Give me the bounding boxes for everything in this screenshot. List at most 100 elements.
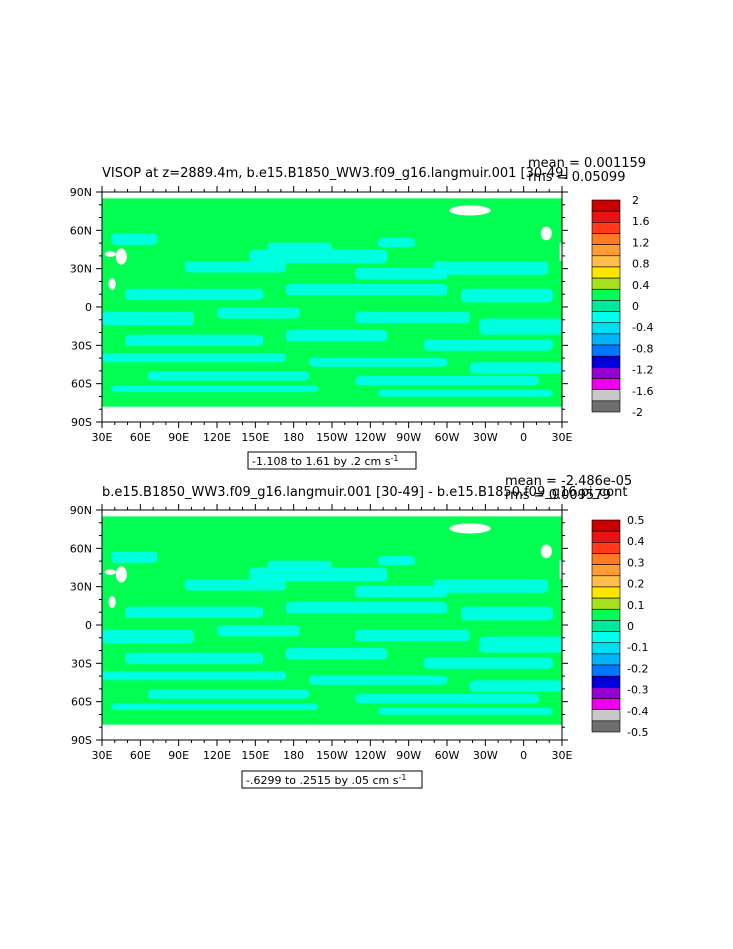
y-tick-label: 0: [85, 619, 92, 632]
negative-anomaly-patch: [102, 629, 194, 644]
negative-anomaly-patch: [217, 307, 300, 319]
x-tick-label: 180: [283, 749, 304, 762]
negative-anomaly-patch: [125, 652, 263, 665]
colorbar-label: 1.6: [632, 215, 650, 228]
colorbar-label: 0.1: [627, 599, 645, 612]
land-gap: [540, 226, 552, 241]
negative-anomaly-patch: [355, 376, 539, 386]
x-tick-label: 0: [520, 749, 527, 762]
colorbar-label: 0.5: [627, 514, 645, 527]
greenland-gap: [449, 205, 491, 216]
colorbar-swatch: [591, 322, 621, 335]
negative-anomaly-patch: [355, 694, 539, 704]
colorbar-swatch: [591, 664, 621, 677]
colorbar-label: 0.4: [632, 279, 650, 292]
negative-anomaly-patch: [424, 339, 553, 351]
land-gap: [115, 248, 127, 265]
colorbar-swatch: [591, 620, 621, 632]
colorbar-swatch: [591, 400, 621, 413]
colorbar-label: -1.6: [632, 385, 653, 398]
axis-ticks: 30E 60E 90E 120E 150E 180 150W 120W 90W 60W 30W 0 30…: [70, 186, 573, 444]
negative-anomaly-patch: [286, 284, 447, 296]
colorbar-swatch: [591, 586, 621, 599]
colorbar-swatch: [591, 642, 621, 655]
x-tick-label: 30E: [552, 749, 573, 762]
colorbar-swatch: [591, 288, 621, 301]
y-tick-label: 60S: [71, 378, 92, 391]
y-tick-label: 30S: [71, 339, 92, 352]
negative-anomaly-patch: [286, 648, 388, 660]
mean-label: mean = 0.001159: [528, 156, 646, 171]
land-gap: [540, 544, 552, 559]
y-tick-label: 0: [85, 301, 92, 314]
colorbar-swatch: [591, 542, 621, 554]
y-tick-label: 30N: [70, 581, 92, 594]
negative-anomaly-patch: [378, 389, 553, 397]
y-tick-label: 90N: [70, 504, 92, 517]
colorbar-swatch: [591, 519, 621, 532]
negative-anomaly-patch: [433, 579, 549, 593]
colorbar-swatch: [591, 333, 621, 346]
colorbar-label: 0.8: [632, 258, 650, 271]
negative-anomaly-patch: [355, 311, 470, 324]
x-tick-label: 90E: [168, 749, 189, 762]
y-tick-label: 30N: [70, 263, 92, 276]
land-gap: [108, 596, 116, 608]
x-tick-label: 60E: [130, 431, 151, 444]
land-gap: [559, 560, 562, 579]
panel-title: VISOP at z=2889.4m, b.e15.B1850_WW3.f09_…: [102, 166, 568, 181]
negative-anomaly-patch: [424, 657, 553, 669]
colorbar-swatch: [591, 367, 621, 379]
colorbar-swatch: [591, 698, 621, 710]
negative-anomaly-patch: [249, 249, 388, 264]
colorbar-swatch: [591, 199, 621, 212]
x-tick-label: 90W: [396, 749, 421, 762]
rms-label: rms = 0.05099: [528, 170, 625, 185]
colorbar-swatch: [591, 355, 621, 368]
rms-label: rms = 0.009579: [505, 488, 611, 503]
colorbar-label: 2: [632, 194, 639, 207]
colorbar-label: 0: [632, 300, 639, 313]
map-panel-2: b.e15.B1850_WW3.f09_g16.langmuir.001 [30…: [70, 474, 648, 789]
negative-anomaly-patch: [470, 362, 562, 374]
x-tick-label: 120E: [203, 431, 231, 444]
x-tick-label: 60W: [435, 431, 460, 444]
colorbar-swatch: [591, 631, 621, 644]
negative-anomaly-patch: [249, 567, 388, 582]
negative-anomaly-patch: [479, 318, 562, 335]
negative-anomaly-patch: [460, 288, 553, 303]
x-tick-label: 180: [283, 431, 304, 444]
colorbar-label: -0.8: [632, 342, 653, 355]
negative-anomaly-patch: [267, 242, 332, 252]
map-field: [102, 198, 562, 407]
negative-anomaly-patch: [470, 680, 562, 692]
range-box: -1.108 to 1.61 by .2 cm s-1: [247, 451, 417, 470]
negative-anomaly-patch: [102, 671, 286, 681]
negative-anomaly-patch: [184, 579, 286, 591]
colorbar-swatch: [591, 311, 621, 324]
colorbar: 2 1.6 1.2 0.8 0.4 0 -0.4 -0.8 -1.2 -1.6 -2: [591, 194, 653, 419]
negative-anomaly-patch: [378, 238, 415, 248]
colorbar-swatch: [591, 277, 621, 290]
colorbar-swatch: [591, 233, 621, 245]
y-tick-label: 60S: [71, 696, 92, 709]
negative-anomaly-patch: [355, 267, 447, 280]
y-tick-label: 30S: [71, 657, 92, 670]
negative-anomaly-patch: [267, 560, 332, 570]
colorbar-swatch: [591, 687, 621, 699]
colorbar-label: -0.3: [627, 684, 648, 697]
negative-anomaly-patch: [125, 606, 263, 619]
negative-anomaly-patch: [125, 288, 263, 301]
negative-anomaly-patch: [309, 357, 447, 367]
negative-anomaly-patch: [286, 602, 447, 614]
negative-anomaly-patch: [479, 636, 562, 653]
range-text: -1.108 to 1.61 by .2 cm s-1: [252, 454, 398, 468]
y-tick-label: 60N: [70, 224, 92, 237]
colorbar-swatch: [591, 575, 621, 588]
colorbar: 0.5 0.4 0.3 0.2 0.1 0 -0.1 -0.2 -0.3 -0.4 -0.5: [591, 514, 648, 739]
negative-anomaly-patch: [433, 261, 549, 275]
colorbar-label: -0.4: [627, 705, 648, 718]
land-gap: [115, 566, 127, 583]
negative-anomaly-patch: [148, 371, 309, 381]
